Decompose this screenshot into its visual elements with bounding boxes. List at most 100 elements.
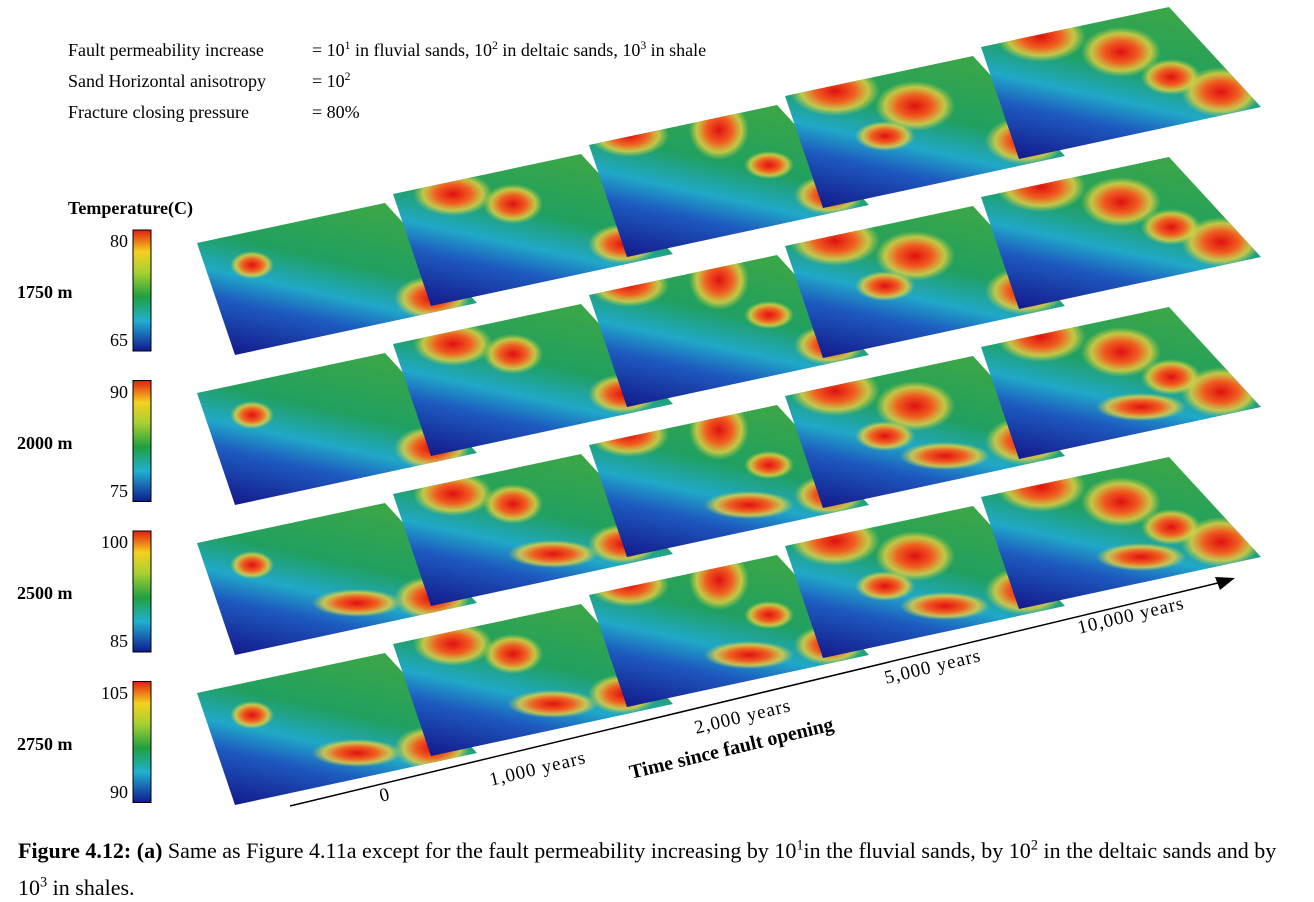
text-segment: in fluvial sands, 10 (350, 40, 492, 60)
colorbar-max: 100 (101, 532, 128, 552)
temperature-high (704, 491, 794, 519)
colorbar-min: 85 (110, 631, 128, 651)
temperature-high (1096, 393, 1186, 421)
temperature-high (1081, 177, 1161, 227)
surface (197, 353, 477, 505)
temperature-high (1141, 509, 1201, 545)
temperature-high (996, 12, 1086, 62)
colorbar-max: 105 (101, 682, 128, 703)
colorbar (132, 530, 152, 653)
superscript: 2 (492, 39, 498, 52)
temperature-high (689, 555, 749, 610)
colorbar-min: 90 (110, 781, 128, 802)
superscript: 3 (40, 874, 48, 891)
temperature-high (855, 571, 915, 601)
temperature-high (1141, 209, 1201, 245)
depth-label: 2500 m (17, 583, 73, 603)
temperature-high (230, 251, 274, 279)
temperature-high (230, 551, 274, 579)
temperature-high (790, 66, 880, 116)
text-segment: Same as Figure 4.11a except for the faul… (162, 838, 797, 863)
temperature-high (790, 216, 880, 266)
temperature-high (996, 162, 1086, 212)
temperature-high (413, 472, 493, 516)
surface-panel (589, 255, 869, 407)
colorbar-max: 90 (110, 381, 128, 402)
text-segment: = 80% (312, 102, 360, 122)
temperature-high (744, 451, 794, 479)
text-segment: in shales. (47, 875, 135, 900)
temperature-high (483, 634, 543, 674)
surface-panel (589, 405, 869, 557)
temperature-high (589, 113, 669, 157)
temperature-high (1081, 477, 1161, 527)
superscript: 3 (640, 39, 647, 52)
caption: Figure 4.12: (a) Same as Figure 4.11a ex… (18, 832, 1308, 902)
surface-panel (981, 307, 1261, 459)
parameter-value: = 102 (312, 71, 351, 92)
temperature-high (230, 701, 274, 729)
temperature-high (483, 484, 543, 524)
temperature-high (875, 381, 955, 431)
temperature-high (230, 401, 274, 429)
temperature-high (790, 366, 880, 416)
temperature-high (413, 622, 493, 666)
surface-panel (981, 7, 1261, 159)
colorbar (132, 380, 152, 502)
temperature-high (1096, 543, 1186, 571)
surface (197, 653, 477, 805)
temperature-high (413, 172, 493, 216)
temperature-high (996, 462, 1086, 512)
temperature-high (1141, 359, 1201, 395)
colorbar-min: 75 (110, 480, 128, 501)
temperature-high (996, 312, 1086, 362)
colorbar-min: 65 (110, 330, 128, 350)
temperature-high (589, 413, 669, 457)
superscript: 1 (344, 39, 351, 52)
temperature-high (744, 301, 794, 329)
surface (197, 203, 477, 355)
parameter-value: = 80% (312, 102, 360, 123)
colorbar-max: 80 (110, 231, 128, 251)
temperature-high (744, 601, 794, 629)
temperature-high (875, 231, 955, 281)
temperature-high (900, 592, 990, 620)
temperature-high (1081, 27, 1161, 77)
temperature-high (855, 121, 915, 151)
colorbar (132, 681, 152, 803)
temperature-high (1141, 59, 1201, 95)
temperature-high (689, 405, 749, 460)
temperature-high (900, 442, 990, 470)
temperature-high (875, 81, 955, 131)
text-segment: in the deltaic sands and by 10 (18, 838, 1277, 900)
depth-label: 1750 m (17, 282, 73, 302)
temperature-high (508, 540, 598, 568)
parameter-label: Fault permeability increase (68, 40, 264, 60)
temperature-high (704, 641, 794, 669)
temperature-high (483, 184, 543, 224)
temperature-high (312, 739, 402, 767)
temperature-high (790, 516, 880, 566)
caption-panel: (a) (136, 838, 163, 863)
depth-label: 2000 m (17, 432, 73, 453)
temperature-high (312, 589, 402, 617)
temperature-high (744, 151, 794, 179)
parameter-label: Fracture closing pressure (68, 102, 249, 122)
temperature-high (875, 531, 955, 581)
temperature-high (1081, 327, 1161, 377)
colorbar-title: Temperature(C) (68, 198, 193, 218)
colorbar (132, 229, 152, 352)
temperature-high (589, 563, 669, 607)
temperature-high (689, 255, 749, 310)
temperature-high (689, 105, 749, 160)
temperature-high (589, 263, 669, 307)
temperature-high (508, 690, 598, 718)
text-segment: = 10 (312, 40, 345, 60)
text-segment: in shale (646, 40, 707, 60)
parameter-label: Sand Horizontal anisotropy (68, 71, 266, 91)
surface-panel (981, 157, 1261, 309)
text-segment: in the fluvial sands, by 10 (803, 838, 1031, 863)
temperature-high (483, 334, 543, 374)
